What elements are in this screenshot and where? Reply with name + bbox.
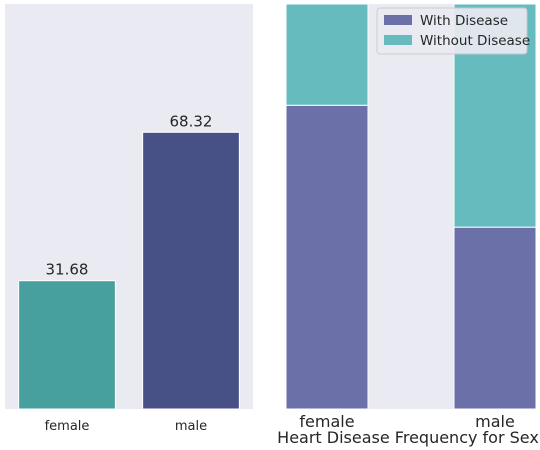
- x-axis-title: Heart Disease Frequency for Sex: [277, 428, 539, 447]
- bar-male-with-disease: [453, 226, 537, 410]
- bar-female-without-disease: [285, 3, 369, 106]
- bar-female: [18, 280, 116, 410]
- bar-male: [142, 131, 240, 410]
- legend-label-without-disease: Without Disease: [420, 33, 530, 49]
- value-label-female: 31.68: [46, 261, 89, 279]
- legend-swatch-without-disease: [384, 35, 412, 45]
- legend-label-with-disease: With Disease: [420, 13, 508, 29]
- left-chart: 31.68 female 68.32 male: [5, 4, 253, 434]
- legend-swatch-with-disease: [384, 15, 412, 25]
- legend-box: [376, 7, 528, 55]
- bar-female-with-disease: [285, 104, 369, 410]
- x-tick-female: female: [45, 419, 90, 434]
- value-label-male: 68.32: [170, 112, 213, 130]
- right-chart: female male: [285, 3, 537, 431]
- x-tick-female: female: [299, 412, 354, 431]
- x-tick-male: male: [175, 419, 207, 434]
- legend: With Disease Without Disease: [376, 7, 530, 55]
- x-tick-male: male: [475, 412, 515, 431]
